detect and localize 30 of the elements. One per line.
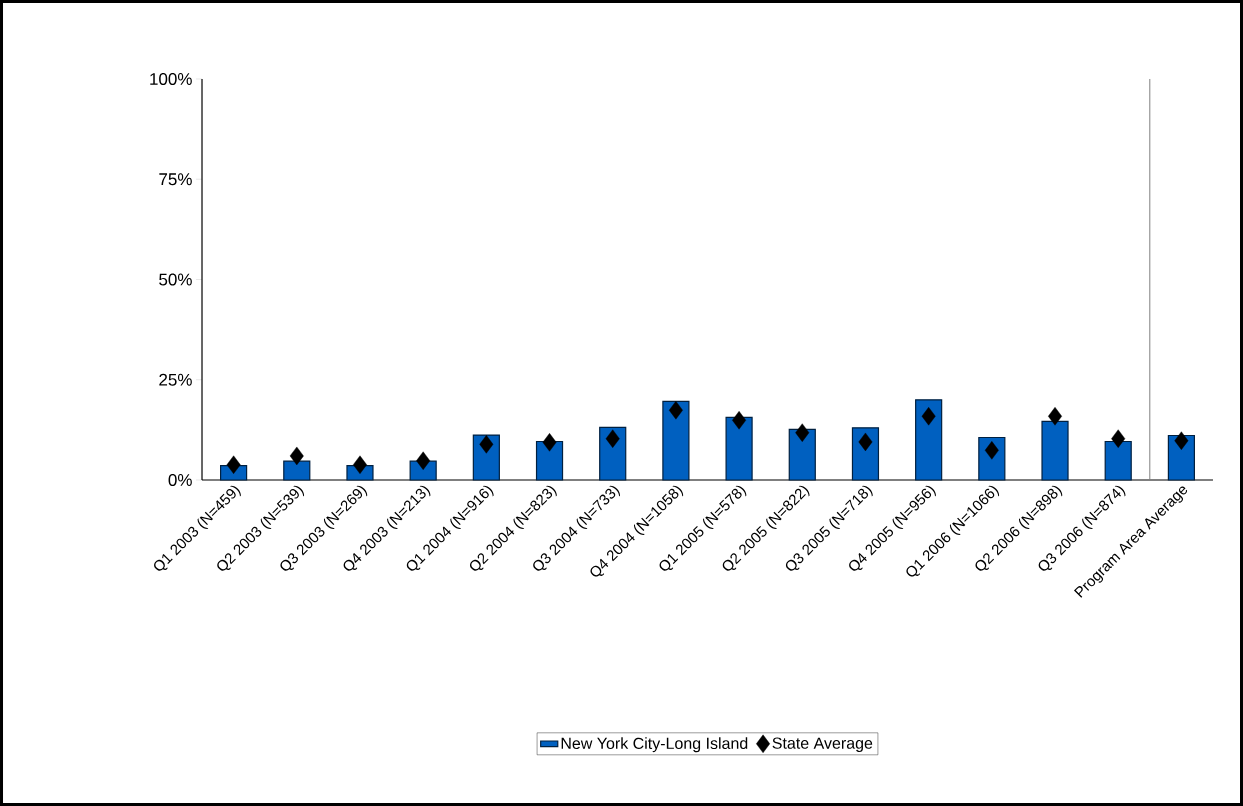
legend-label: New York City-Long Island	[561, 737, 748, 753]
bar	[1104, 440, 1132, 481]
point	[1174, 431, 1189, 450]
point	[1048, 407, 1062, 426]
point	[605, 429, 620, 448]
y-tick-label: 50%	[159, 273, 192, 286]
bar	[915, 399, 943, 481]
bar	[725, 416, 753, 481]
bar	[1041, 420, 1069, 481]
point	[289, 446, 304, 466]
legend-label: State Average	[772, 737, 873, 752]
point	[479, 435, 494, 454]
bar	[283, 460, 311, 481]
point	[353, 455, 367, 474]
y-tick-label: 75%	[159, 173, 192, 186]
y-tick-label: 100%	[150, 72, 192, 86]
point	[668, 401, 683, 420]
y-tick-label: 25%	[159, 373, 192, 386]
bar	[535, 440, 564, 481]
point	[226, 455, 241, 474]
point	[1111, 429, 1126, 448]
point	[732, 411, 747, 430]
point	[416, 451, 431, 470]
bar	[788, 428, 816, 481]
point	[858, 432, 873, 452]
point	[795, 423, 810, 442]
point	[921, 407, 936, 426]
y-tick-label: 0%	[168, 473, 192, 487]
point	[542, 433, 557, 452]
bar	[662, 400, 690, 481]
